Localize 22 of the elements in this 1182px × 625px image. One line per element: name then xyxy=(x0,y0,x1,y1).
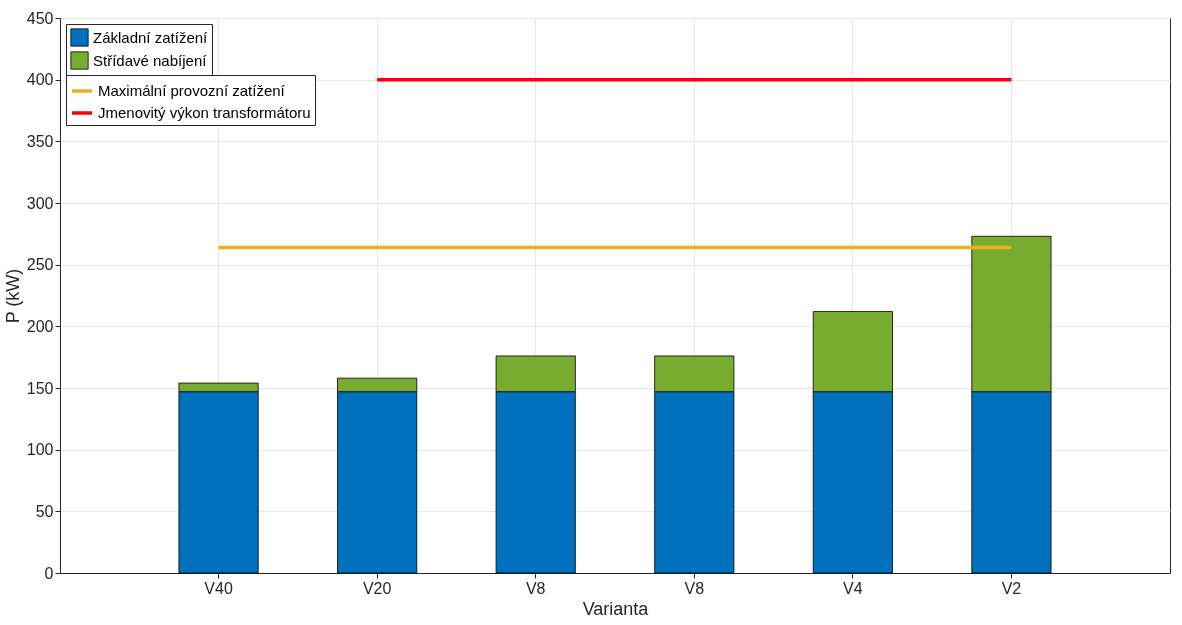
legend-label: Střídavé nabíjení xyxy=(93,51,208,69)
y-tick-label: 450 xyxy=(26,9,54,27)
x-tick-label: V4 xyxy=(843,579,863,597)
y-tick-label: 350 xyxy=(26,132,54,150)
x-tick-label: V8 xyxy=(684,579,705,597)
y-tick-label: 400 xyxy=(26,71,54,89)
x-tick-label: V2 xyxy=(1001,579,1022,597)
x-tick-label: V20 xyxy=(362,579,392,597)
y-tick-label: 300 xyxy=(26,194,54,212)
legend-label: Jmenovitý výkon transformátoru xyxy=(98,104,311,121)
y-tick-label: 100 xyxy=(26,441,54,459)
y-tick-label: 0 xyxy=(44,564,54,582)
y-tick-label: 200 xyxy=(26,317,54,335)
y-tick-label: 150 xyxy=(26,379,54,397)
legend-label: Maximální provozní zatížení xyxy=(98,82,286,99)
x-axis-title: Varianta xyxy=(582,598,650,619)
y-tick-label: 250 xyxy=(26,256,54,274)
y-axis-title: P (kW) xyxy=(2,268,23,324)
x-tick-label: V8 xyxy=(525,579,546,597)
legend-label: Základní zatížení xyxy=(93,28,209,46)
y-tick-label: 50 xyxy=(35,502,54,520)
x-tick-label: V40 xyxy=(204,579,233,597)
